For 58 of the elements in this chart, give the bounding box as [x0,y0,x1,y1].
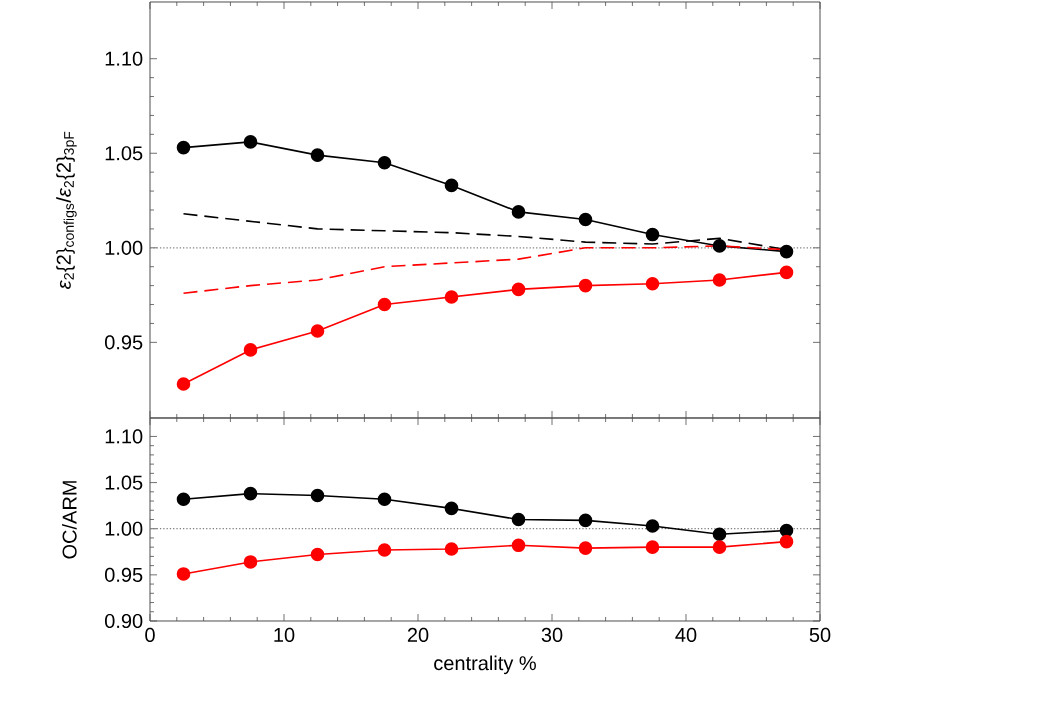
point [176,492,191,506]
point [645,540,660,554]
y-tick-label: 1.00 [105,240,143,255]
point [779,244,794,259]
y-tick-label: 1.05 [105,475,143,490]
point [511,538,526,553]
point [779,523,794,538]
point [243,486,258,501]
point [310,148,325,162]
x-tick-label: 0 [145,627,155,642]
point [310,547,325,562]
point [377,543,392,557]
point [310,324,325,338]
y-tick-label: 0.95 [105,335,143,350]
point [176,567,191,581]
point [779,265,794,280]
point [243,135,258,149]
y-tick-label: 1.10 [105,429,143,444]
point [377,297,392,312]
point [578,541,593,555]
point [712,273,727,287]
point [511,282,526,297]
point [176,377,191,391]
y-tick-label: 1.10 [105,51,143,66]
point [645,276,660,291]
text: ε$_{2}${2}$_{configs}$/ε$_{2}${2}$_{3pF}$ [56,131,77,289]
x-tick-label: 10 [274,627,295,642]
point [444,501,459,516]
point [377,155,392,170]
point [712,527,727,542]
y-tick-label: 1.05 [105,146,143,161]
x-tick-label: 50 [809,627,831,642]
point [444,178,459,193]
point [578,212,593,227]
point [511,512,526,527]
point [712,239,727,253]
point [645,519,660,533]
point [511,205,526,219]
point [779,534,794,549]
x-tick-label: 40 [675,627,697,642]
y-tick-label: 1.00 [105,521,143,536]
point [444,290,459,304]
point [243,555,258,569]
point [310,488,325,503]
x-tick-label: 30 [541,627,563,642]
y-tick-label: 0.95 [105,567,143,582]
point [444,542,459,556]
point [578,278,593,293]
point [377,492,392,506]
y-tick-label: 0.90 [105,613,143,629]
point [645,227,660,242]
y-axis-title: OC/ARM [62,481,77,559]
point [578,513,593,528]
point [712,540,727,554]
x-axis-title: centrality % [434,655,536,675]
x-tick-label: 20 [407,627,429,642]
point [243,343,258,357]
point [176,140,191,155]
